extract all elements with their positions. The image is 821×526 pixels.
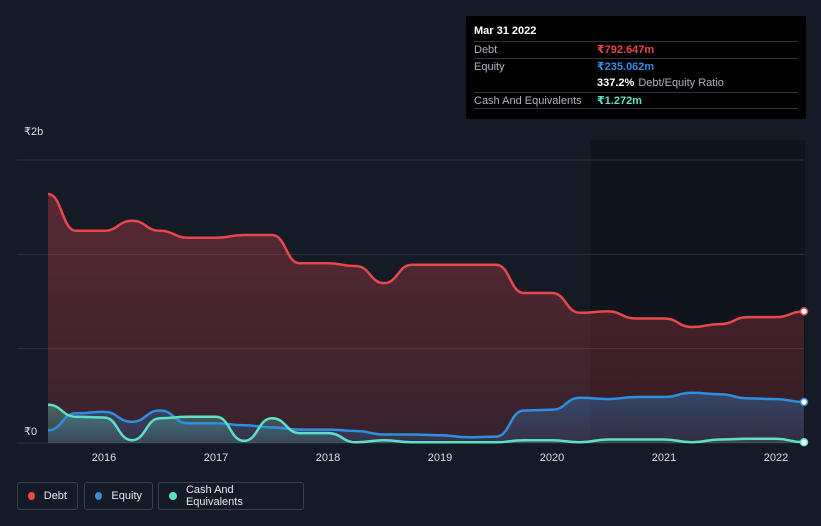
data-tooltip: Mar 31 2022 Debt ₹792.647m Equity ₹235.0… (466, 16, 806, 119)
cash-line (47, 403, 805, 444)
debt-area (48, 194, 804, 443)
legend-cash[interactable]: Cash And Equivalents (158, 482, 304, 510)
tooltip-debt-value: ₹792.647m (597, 44, 655, 56)
tooltip-cash-label: Cash And Equivalents (474, 95, 582, 107)
x-tick-label: 2022 (764, 452, 788, 464)
tooltip-debt-row: Debt ₹792.647m (474, 41, 798, 58)
legend-equity-label: Equity (111, 490, 142, 502)
y-tick-label-bottom: ₹0 (24, 426, 37, 438)
tooltip-cash-value: ₹1.272m (597, 95, 642, 107)
debt-line (47, 192, 805, 329)
legend-debt[interactable]: Debt (17, 482, 78, 510)
debt-end-marker[interactable] (799, 307, 809, 316)
tooltip-debt-label: Debt (474, 44, 498, 56)
x-tick-label: 2016 (92, 452, 116, 464)
x-tick-label: 2021 (652, 452, 676, 464)
tooltip-ratio-row: 337.2% Debt/Equity Ratio (474, 75, 798, 92)
legend-debt-dot (28, 492, 35, 500)
tooltip-equity-value: ₹235.062m (597, 61, 655, 73)
x-tick-label: 2018 (316, 452, 340, 464)
tooltip-equity-row: Equity ₹235.062m (474, 58, 798, 75)
tooltip-date: Mar 31 2022 (474, 25, 537, 37)
tooltip-cash-row: Cash And Equivalents ₹1.272m (474, 92, 798, 109)
legend-cash-dot (169, 492, 177, 500)
legend-debt-label: Debt (43, 490, 67, 502)
legend-equity[interactable]: Equity (84, 482, 153, 510)
equity-area (48, 392, 804, 443)
tooltip-ratio-label: Debt/Equity Ratio (638, 77, 724, 89)
tooltip-equity-label: Equity (474, 61, 505, 73)
x-tick-label: 2020 (540, 452, 564, 464)
legend-equity-dot (95, 492, 103, 500)
equity-end-marker[interactable] (799, 397, 809, 407)
x-tick-label: 2017 (204, 452, 228, 464)
tooltip-ratio-value: 337.2% (597, 77, 635, 89)
legend-cash-label: Cash And Equivalents (185, 484, 243, 508)
cash-end-marker[interactable] (799, 438, 809, 447)
y-tick-label-top: ₹2b (24, 126, 43, 138)
x-tick-label: 2019 (428, 452, 452, 464)
